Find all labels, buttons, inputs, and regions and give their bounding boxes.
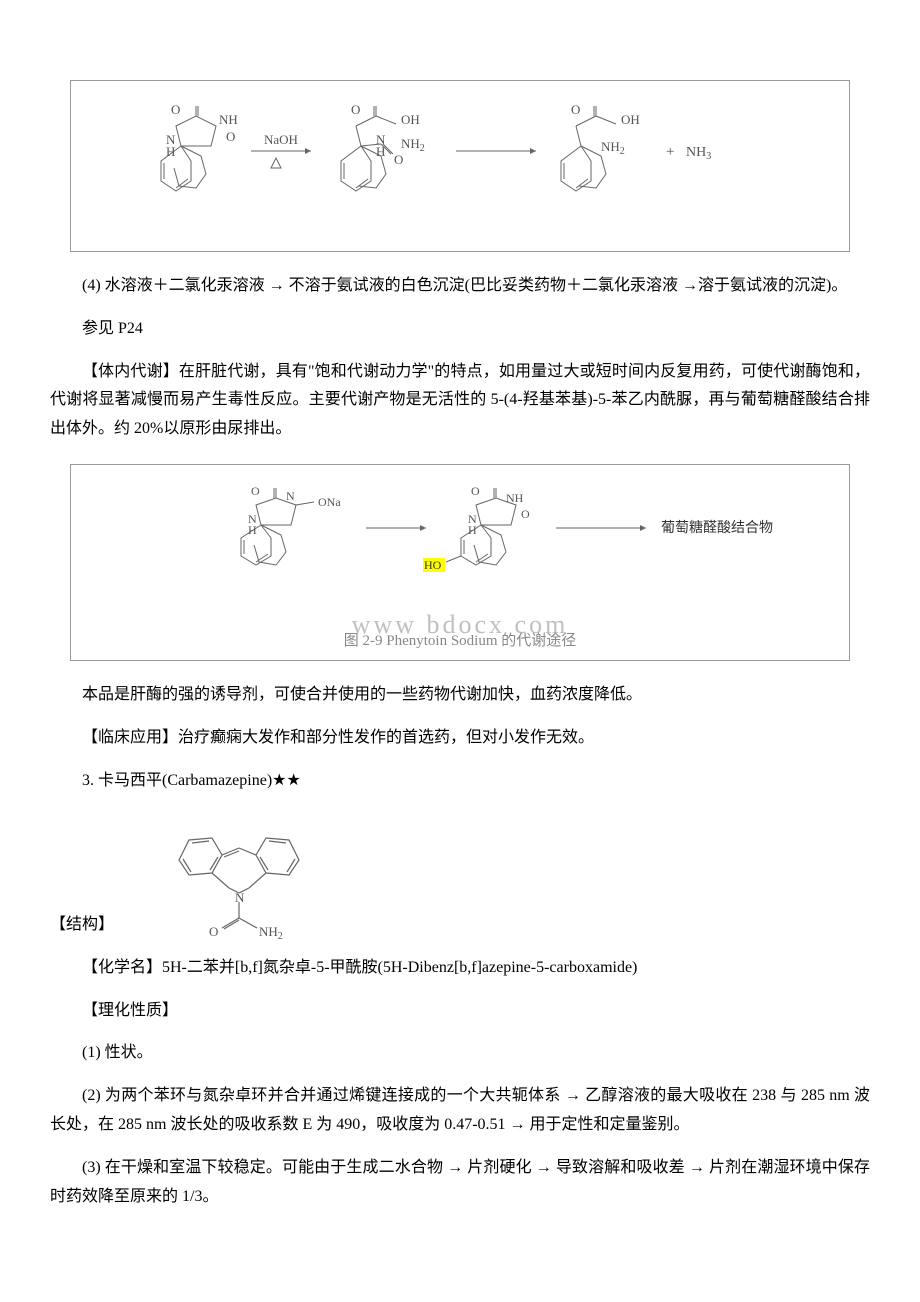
label-NH2: NH2 — [601, 139, 625, 157]
label-O: O — [226, 129, 235, 144]
reaction-scheme-svg: O NH O N H NaOH O OH N H NH2 O — [86, 96, 836, 236]
paragraph-chemical-name: 【化学名】5H-二苯并[b,f]氮杂卓-5-甲酰胺(5H-Dibenz[b,f]… — [50, 954, 870, 983]
label-HO: HO — [424, 558, 442, 572]
paragraph-prop-1: (1) 性状。 — [50, 1039, 870, 1068]
paragraph-see-p24: 参见 P24 — [50, 315, 870, 344]
label-ONa: ONa — [318, 495, 341, 509]
structure-row: 【结构】 N O NH2 — [50, 810, 870, 940]
reagent-naoh: NaOH — [264, 132, 298, 147]
figure-2-metabolism: O N ONa N H O NH O N H HO 葡萄糖醛酸结合物 — [70, 464, 850, 661]
paragraph-prop-3: (3) 在干燥和室温下较稳定。可能由于生成二水合物 → 片剂硬化 → 导致溶解和… — [50, 1154, 870, 1212]
label-NH: NH — [219, 112, 238, 127]
label-NH3: NH3 — [686, 145, 711, 162]
label-N: N — [286, 489, 295, 503]
paragraph-prop-2: (2) 为两个苯环与氮杂卓环并合并通过烯键连接成的一个大共轭体系 → 乙醇溶液的… — [50, 1082, 870, 1140]
carbamazepine-structure: N O NH2 — [154, 810, 324, 940]
label-O: O — [521, 507, 530, 521]
label-NH: NH — [506, 491, 524, 505]
label-O: O — [394, 152, 403, 167]
label-H: H — [376, 144, 385, 159]
paragraph-4: (4) 水溶液＋二氯化汞溶液 → 不溶于氨试液的白色沉淀(巴比妥类药物＋二氯化汞… — [50, 272, 870, 301]
paragraph-metabolism: 【体内代谢】在肝脏代谢，具有"饱和代谢动力学"的特点，如用量过大或短时间内反复用… — [50, 358, 870, 444]
label-H: H — [248, 523, 257, 537]
paragraph-properties-header: 【理化性质】 — [50, 997, 870, 1026]
label-O: O — [251, 484, 260, 498]
label-H: H — [166, 144, 175, 159]
label-NH2: NH2 — [401, 136, 425, 154]
paragraph-inducer: 本品是肝酶的强的诱导剂，可使合并使用的一些药物代谢加快，血药浓度降低。 — [50, 681, 870, 710]
label-O: O — [571, 102, 580, 117]
label-O: O — [351, 102, 360, 117]
label-OH: OH — [621, 112, 640, 127]
label-O: O — [471, 484, 480, 498]
label-O: O — [171, 102, 180, 117]
structure-label: 【结构】 — [50, 911, 114, 940]
label-H: H — [468, 523, 477, 537]
label-NH2: NH2 — [259, 924, 283, 940]
product-label: 葡萄糖醛酸结合物 — [661, 520, 773, 536]
plus-sign: + — [666, 144, 674, 160]
label-N: N — [235, 890, 245, 905]
paragraph-carbamazepine-title: 3. 卡马西平(Carbamazepine)★★ — [50, 767, 870, 796]
paragraph-clinical-use: 【临床应用】治疗癫痫大发作和部分性发作的首选药，但对小发作无效。 — [50, 724, 870, 753]
label-O: O — [209, 924, 218, 939]
label-OH: OH — [401, 112, 420, 127]
metabolism-svg: O N ONa N H O NH O N H HO 葡萄糖醛酸结合物 — [86, 480, 836, 600]
figure-1-reaction-scheme: O NH O N H NaOH O OH N H NH2 O — [70, 80, 850, 252]
figure-2-caption: 图 2-9 Phenytoin Sodium 的代谢途径 — [86, 628, 834, 655]
